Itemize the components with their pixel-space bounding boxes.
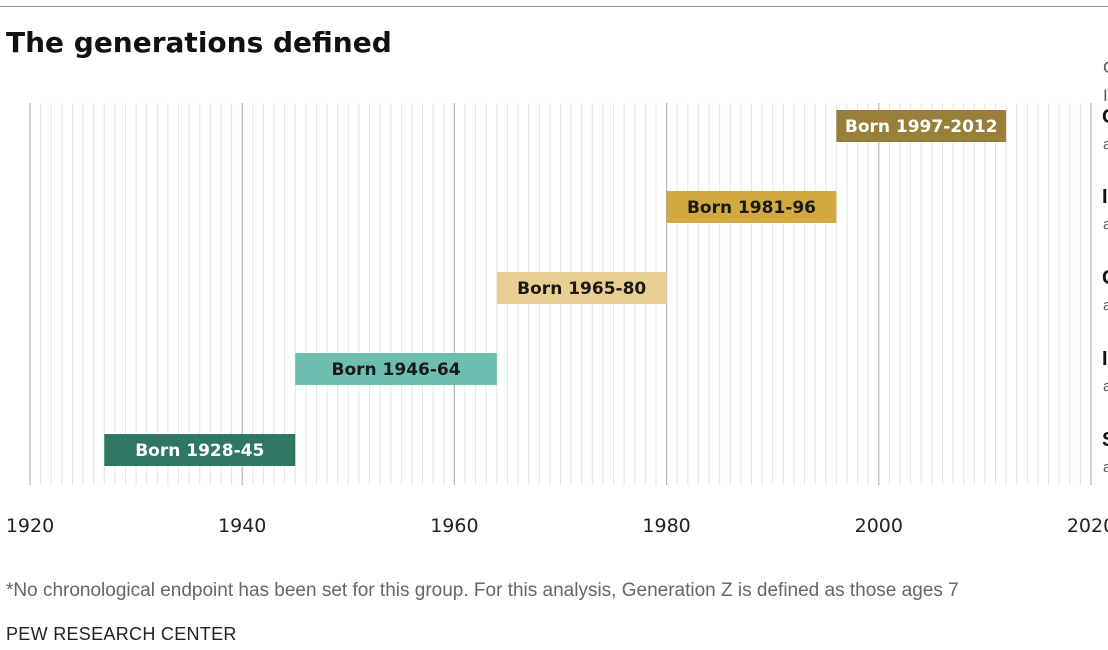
range-bar bbox=[295, 353, 497, 385]
range-label: Born 1928-45 bbox=[135, 441, 264, 461]
side-header-line-2: I bbox=[1103, 86, 1108, 105]
row-label-name: G bbox=[1102, 106, 1108, 129]
x-tick-label: 1920 bbox=[6, 515, 54, 537]
row-label-name: G bbox=[1102, 267, 1108, 290]
timeline-chart: Born 1997-2012 Born 1981-96 Born 1965-80 Bo… bbox=[6, 103, 1108, 537]
range-bar bbox=[836, 110, 1007, 142]
footnote: *No chronological endpoint has been set … bbox=[6, 580, 959, 601]
range-bar bbox=[104, 434, 296, 466]
side-header-line-1: G bbox=[1103, 58, 1108, 78]
chart-title: The generations defined bbox=[6, 26, 392, 59]
top-rule bbox=[0, 6, 1108, 7]
row-label-sub: a bbox=[1103, 136, 1108, 153]
x-tick-label: 2000 bbox=[855, 515, 903, 537]
range-label: Born 1965-80 bbox=[517, 279, 646, 299]
range-label: Born 1946-64 bbox=[332, 360, 461, 380]
x-tick-label: 1940 bbox=[218, 515, 266, 537]
source-label: PEW RESEARCH CENTER bbox=[6, 624, 237, 644]
row-label-sub: a bbox=[1103, 216, 1108, 233]
row-label-sub: a bbox=[1103, 378, 1108, 395]
row-label-sub: a bbox=[1103, 459, 1108, 476]
range-bar bbox=[496, 272, 667, 304]
x-tick-label: 1980 bbox=[642, 515, 690, 537]
range-label: Born 1981-96 bbox=[687, 198, 816, 218]
row-label-sub: a bbox=[1103, 297, 1108, 314]
row-label-name: I bbox=[1102, 348, 1108, 370]
x-tick-label: 1960 bbox=[430, 515, 478, 537]
row-label-name: I bbox=[1102, 186, 1108, 208]
x-tick-label: 2020 bbox=[1067, 515, 1108, 537]
row-label-name: S bbox=[1102, 429, 1108, 452]
range-label: Born 1997-2012 bbox=[845, 117, 998, 137]
range-bar bbox=[666, 191, 837, 223]
